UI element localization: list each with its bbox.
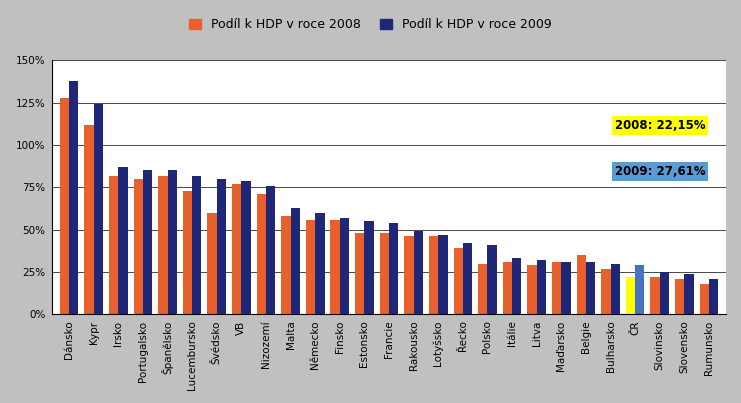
Bar: [158, 176, 167, 314]
Bar: [167, 170, 177, 314]
Bar: [355, 233, 365, 314]
Bar: [143, 170, 153, 314]
Text: 2008: 22,15%: 2008: 22,15%: [615, 119, 705, 132]
Bar: [217, 179, 226, 314]
Bar: [266, 186, 276, 314]
Bar: [379, 233, 389, 314]
Bar: [256, 194, 266, 314]
Bar: [700, 284, 709, 314]
Bar: [242, 181, 250, 314]
Bar: [512, 258, 522, 314]
Legend: Podíl k HDP v roce 2008, Podíl k HDP v roce 2009: Podíl k HDP v roce 2008, Podíl k HDP v r…: [189, 19, 552, 31]
Bar: [405, 237, 413, 314]
Bar: [561, 262, 571, 314]
Bar: [365, 221, 373, 314]
Bar: [207, 213, 217, 314]
Bar: [651, 277, 659, 314]
Bar: [635, 265, 645, 314]
Bar: [93, 104, 103, 314]
Bar: [478, 264, 488, 314]
Text: 2009: 27,61%: 2009: 27,61%: [615, 165, 705, 178]
Bar: [576, 255, 586, 314]
Bar: [709, 279, 718, 314]
Bar: [601, 269, 611, 314]
Bar: [536, 260, 546, 314]
Bar: [315, 213, 325, 314]
Bar: [133, 179, 143, 314]
Bar: [60, 98, 69, 314]
Bar: [502, 262, 512, 314]
Bar: [429, 237, 438, 314]
Bar: [192, 176, 202, 314]
Bar: [413, 231, 423, 314]
Bar: [340, 218, 349, 314]
Bar: [528, 265, 536, 314]
Bar: [463, 243, 472, 314]
Bar: [306, 220, 315, 314]
Bar: [330, 220, 340, 314]
Bar: [586, 262, 595, 314]
Bar: [282, 216, 290, 314]
Bar: [109, 176, 119, 314]
Bar: [625, 277, 635, 314]
Bar: [438, 235, 448, 314]
Bar: [488, 245, 496, 314]
Bar: [685, 274, 694, 314]
Bar: [290, 208, 300, 314]
Bar: [119, 167, 127, 314]
Bar: [389, 223, 399, 314]
Bar: [675, 279, 685, 314]
Bar: [611, 264, 620, 314]
Bar: [453, 248, 463, 314]
Bar: [659, 272, 669, 314]
Bar: [84, 125, 93, 314]
Bar: [69, 81, 79, 314]
Bar: [183, 191, 192, 314]
Bar: [232, 184, 242, 314]
Bar: [552, 262, 561, 314]
